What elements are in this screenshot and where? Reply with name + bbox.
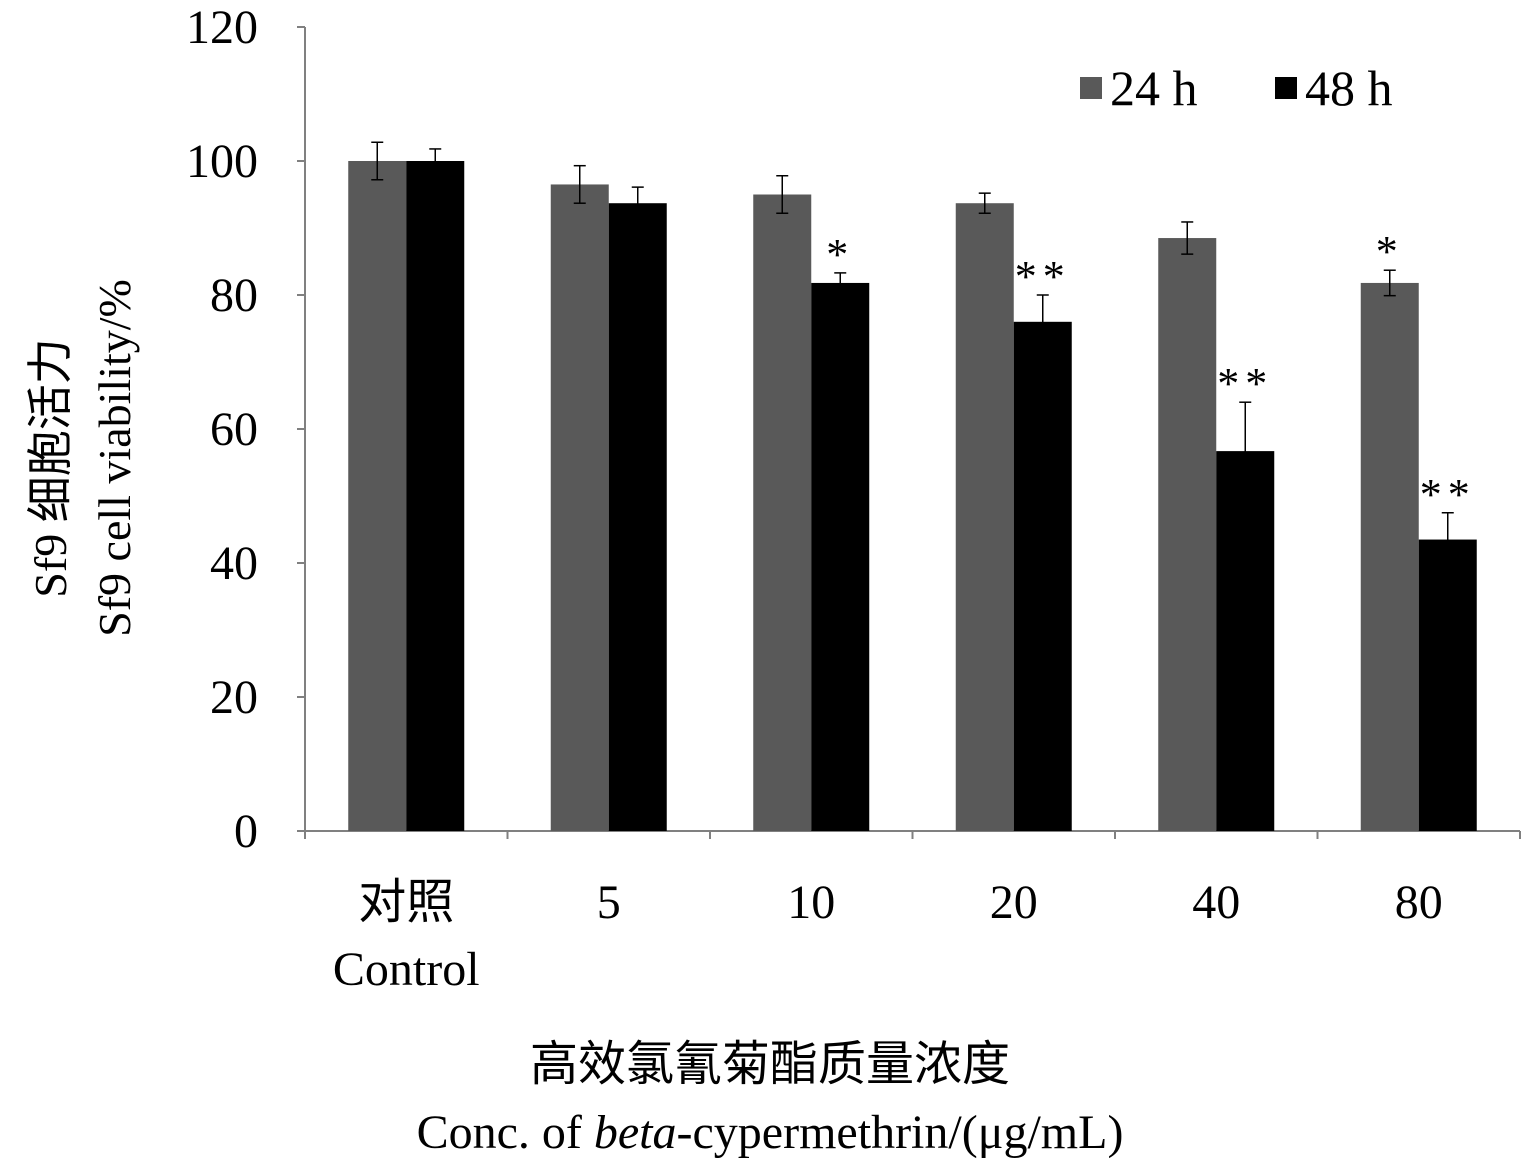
- x-tick-label: 10: [787, 876, 835, 929]
- y-tick-label: 40: [210, 537, 258, 590]
- legend-label: 24 h: [1110, 60, 1198, 116]
- x-axis-title-suffix: -cypermethrin/(μg/mL): [677, 1106, 1124, 1159]
- y-axis-title-cn: Sf9 细胞活力: [25, 338, 76, 597]
- bar: [608, 203, 667, 831]
- y-tick-label: 0: [234, 805, 258, 858]
- bar: [406, 161, 465, 831]
- y-tick-label: 80: [210, 269, 258, 322]
- y-tick-label: 60: [210, 403, 258, 456]
- x-tick-label: 20: [990, 876, 1038, 929]
- bars: ** ******: [348, 141, 1477, 832]
- x-tick-label: 40: [1192, 876, 1240, 929]
- x-tick-label: 5: [597, 876, 621, 929]
- bar: [1216, 451, 1275, 831]
- y-tick-label: 20: [210, 671, 258, 724]
- x-axis-title-cn: 高效氯氰菊酯质量浓度: [530, 1038, 1010, 1091]
- significance-mark: *: [826, 230, 854, 279]
- legend-swatch: [1275, 77, 1297, 99]
- bar: [1158, 238, 1217, 832]
- x-tick-label: 80: [1395, 876, 1443, 929]
- bar: [348, 161, 407, 831]
- x-axis-title: Conc. of beta-cypermethrin/(μg/mL): [417, 1106, 1124, 1159]
- bar: [550, 184, 609, 831]
- bar: [811, 282, 870, 831]
- x-axis-title-prefix: Conc. of: [417, 1106, 594, 1159]
- legend-swatch: [1080, 77, 1102, 99]
- bar: [753, 194, 812, 831]
- bar: [1418, 539, 1477, 831]
- bar: [1013, 321, 1072, 831]
- bar: [955, 203, 1014, 831]
- y-tick-label: 100: [186, 135, 258, 188]
- significance-mark: **: [1420, 470, 1476, 519]
- bar: [1360, 282, 1419, 831]
- x-axis-title-italic: beta: [594, 1106, 677, 1159]
- y-tick-label: 120: [186, 1, 258, 54]
- significance-mark: **: [1217, 359, 1273, 408]
- legend-label: 48 h: [1305, 60, 1393, 116]
- significance-mark: *: [1376, 227, 1404, 276]
- y-axis: 0 20 40 60 80 100 120: [186, 1, 306, 858]
- x-tick-label: 对照: [358, 876, 454, 929]
- y-axis-title: Sf9 cell viability/%: [89, 279, 140, 637]
- x-axis: 对照 Control 5 10 20 40 80: [304, 830, 1521, 996]
- x-tick-sublabel: Control: [333, 943, 480, 996]
- legend: 24 h 48 h: [1080, 60, 1393, 116]
- significance-mark: **: [1015, 252, 1071, 301]
